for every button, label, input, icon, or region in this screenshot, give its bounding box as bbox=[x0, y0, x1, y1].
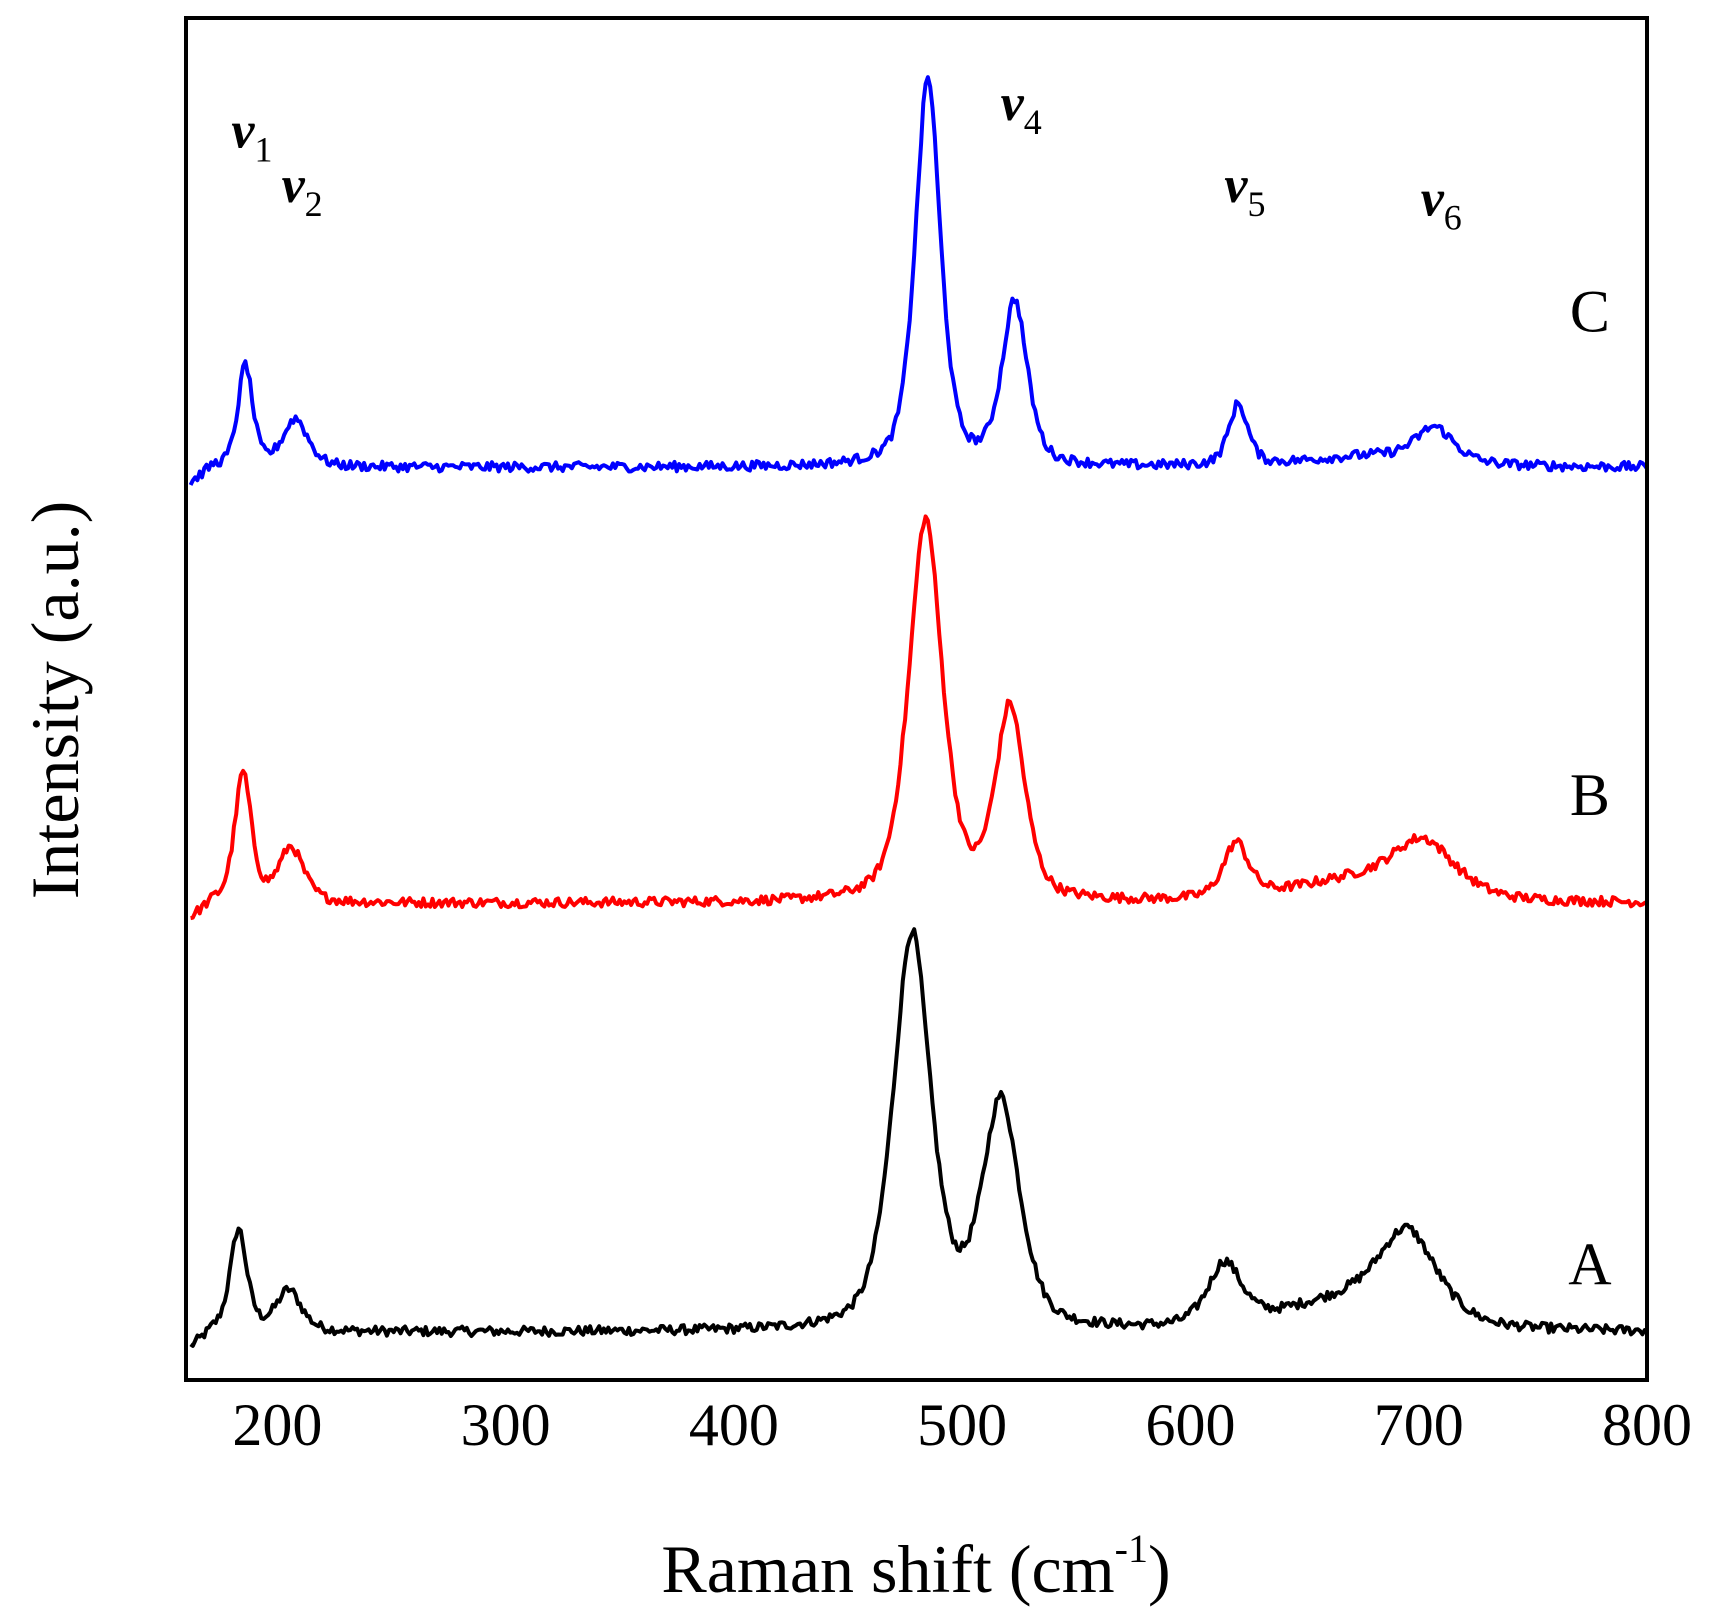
peak-symbol: v bbox=[1224, 157, 1248, 214]
x-tick-label: 600 bbox=[1145, 1392, 1235, 1458]
x-tick-label: 500 bbox=[917, 1392, 1007, 1458]
peak-label-v2: v2 bbox=[282, 157, 323, 224]
plot-frame bbox=[184, 16, 1649, 1382]
series-line-c bbox=[188, 75, 1649, 486]
peak-subscript: 6 bbox=[1444, 197, 1462, 237]
peak-label-v6: v6 bbox=[1421, 170, 1462, 237]
x-axis-title-main: Raman shift (cm bbox=[661, 1531, 1114, 1607]
series-line-b bbox=[190, 514, 1648, 921]
x-tick-label: 200 bbox=[232, 1392, 322, 1458]
y-axis-title: Intensity (a.u.) bbox=[17, 501, 93, 899]
x-tick-label: 300 bbox=[461, 1392, 551, 1458]
series-label-b: B bbox=[1570, 762, 1610, 828]
series-label-c: C bbox=[1570, 278, 1610, 344]
peak-subscript: 2 bbox=[305, 184, 323, 224]
x-tick-label: 700 bbox=[1374, 1392, 1464, 1458]
peak-symbol: v bbox=[1421, 170, 1445, 227]
annotations: ABCv1v2v3v4v5v6 bbox=[231, 75, 1611, 1298]
peak-label-v5: v5 bbox=[1224, 157, 1265, 224]
peak-label-v4: v4 bbox=[1001, 75, 1042, 142]
series-line-a bbox=[189, 927, 1648, 1348]
x-axis-ticks: 200 300 400 500 600 700 800 bbox=[232, 1392, 1692, 1458]
peak-subscript: 4 bbox=[1024, 102, 1042, 142]
x-tick-label: 400 bbox=[689, 1392, 779, 1458]
peak-subscript: 5 bbox=[1247, 184, 1265, 224]
series-layer bbox=[188, 75, 1649, 1348]
series-label-a: A bbox=[1568, 1232, 1611, 1298]
x-axis-title: Raman shift (cm-1) bbox=[661, 1526, 1170, 1607]
peak-symbol: v bbox=[231, 102, 255, 159]
x-tick-label: 800 bbox=[1602, 1392, 1692, 1458]
x-axis-title-close: ) bbox=[1148, 1531, 1171, 1607]
peak-symbol: v bbox=[1001, 75, 1025, 132]
x-axis-title-superscript: -1 bbox=[1115, 1526, 1148, 1571]
peak-label-v1: v1 bbox=[231, 102, 272, 169]
peak-symbol: v bbox=[282, 157, 306, 214]
peak-subscript: 1 bbox=[254, 129, 272, 169]
